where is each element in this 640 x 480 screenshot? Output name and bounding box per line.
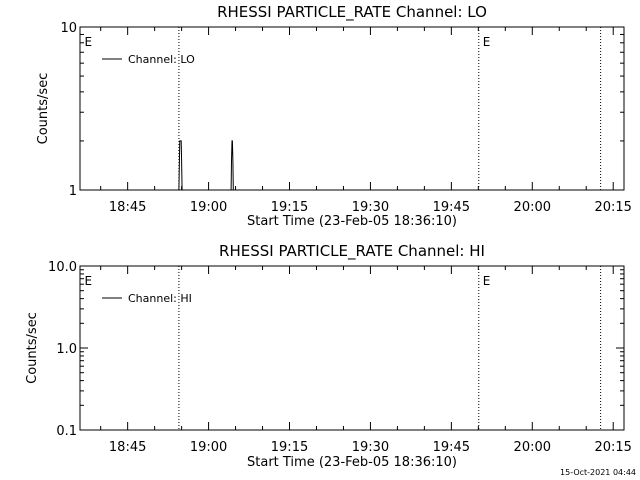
x-tick-label: 20:15 [594,200,631,215]
x-tick-label: 19:30 [352,440,389,455]
x-tick-label: 19:00 [190,440,227,455]
x-axis-label: Start Time (23-Feb-05 18:36:10) [247,214,457,229]
legend-label: Channel: LO [128,53,195,66]
y-tick-label: 1 [69,184,77,199]
y-tick-label: 10 [60,21,77,36]
x-tick-label: 19:30 [352,200,389,215]
event-marker-label: E [483,35,491,49]
x-tick-label: 20:00 [514,200,551,215]
y-axis-label: Counts/sec [25,312,40,384]
plot-frame [79,26,625,191]
timestamp-label: 15-Oct-2021 04:44 [560,468,636,477]
x-tick-label: 18:45 [109,200,146,215]
legend-label: Channel: HI [128,292,192,305]
y-tick-label: 0.1 [56,424,77,439]
x-tick-label: 19:15 [271,200,308,215]
y-tick-label: 10.0 [48,260,77,275]
x-tick-label: 19:15 [271,440,308,455]
x-tick-label: 19:00 [190,200,227,215]
y-tick-label: 1.0 [56,342,77,357]
event-marker-label: E [483,274,491,288]
chart-title: RHESSI PARTICLE_RATE Channel: LO [217,3,487,22]
x-tick-label: 20:15 [594,440,631,455]
x-tick-label: 19:45 [433,200,470,215]
x-axis-label: Start Time (23-Feb-05 18:36:10) [247,455,457,470]
y-axis-label: Counts/sec [36,73,51,145]
event-marker-label: E [84,274,92,288]
x-tick-label: 18:45 [109,440,146,455]
chart-title: RHESSI PARTICLE_RATE Channel: HI [219,242,485,261]
x-tick-label: 19:45 [433,440,470,455]
x-tick-label: 20:00 [514,440,551,455]
series-line [178,140,234,191]
event-marker-label: E [84,35,92,49]
